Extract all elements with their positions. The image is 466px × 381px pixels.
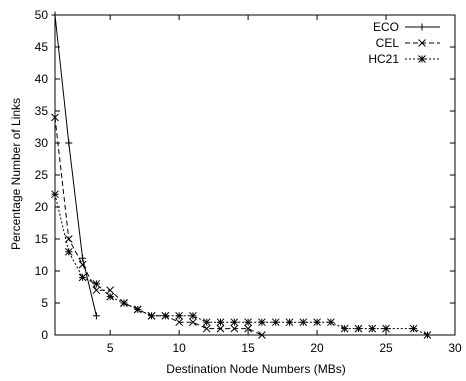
y-axis-label: Percentage Number of Links	[9, 98, 23, 250]
y-tick-label: 5	[41, 296, 48, 310]
point-cel	[78, 260, 87, 269]
y-tick-label: 30	[35, 136, 49, 150]
x-tick-label: 25	[379, 341, 393, 355]
point-cel	[244, 324, 252, 333]
point-hc21	[313, 318, 321, 327]
point-hc21	[147, 311, 156, 320]
point-hc21	[189, 311, 197, 320]
x-tick-label: 30	[448, 341, 462, 355]
series-line-cel	[54, 117, 263, 336]
point-hc21	[354, 324, 363, 333]
point-hc21	[340, 324, 349, 333]
point-cel	[202, 324, 211, 333]
point-hc21	[202, 318, 211, 327]
point-hc21	[299, 318, 308, 327]
legend-label-eco: ECO	[373, 20, 399, 34]
point-hc21	[161, 311, 170, 320]
x-tick-label: 10	[172, 341, 186, 355]
point-cel	[230, 324, 239, 333]
series-line-eco	[54, 14, 97, 316]
axes: 0 5 10 15 20 25 30 35 40 45 50 5 10 15 20 25 30	[35, 8, 462, 355]
y-tick-label: 15	[35, 232, 49, 246]
point-cel	[92, 286, 101, 295]
point-hc21	[92, 279, 101, 288]
y-tick-label: 10	[35, 264, 49, 278]
point-hc21	[133, 305, 142, 314]
plot-area	[51, 11, 432, 339]
point-hc21	[230, 318, 239, 327]
point-eco	[92, 312, 100, 320]
point-hc21	[120, 299, 128, 307]
point-eco	[65, 139, 73, 147]
point-cel	[106, 286, 115, 295]
x-tick-label: 15	[241, 341, 255, 355]
point-hc21	[78, 273, 87, 282]
point-hc21	[285, 318, 294, 327]
legend-marker-eco	[418, 23, 426, 31]
point-hc21	[327, 318, 335, 327]
x-tick-label: 5	[107, 341, 114, 355]
legend-label-hc21: HC21	[368, 52, 399, 66]
point-hc21	[368, 324, 377, 333]
y-tick-label: 35	[35, 104, 49, 118]
point-hc21	[216, 318, 225, 327]
series-line-hc21	[54, 194, 428, 336]
point-hc21	[175, 311, 183, 320]
point-cel	[189, 318, 197, 327]
legend-marker-cel	[418, 39, 426, 47]
y-tick-label: 45	[35, 40, 49, 54]
y-tick-label: 40	[35, 72, 49, 86]
point-hc21	[244, 318, 252, 327]
y-tick-label: 50	[35, 8, 49, 22]
legend-label-cel: CEL	[376, 36, 400, 50]
y-tick-label: 25	[35, 168, 49, 182]
point-hc21	[106, 292, 115, 301]
point-hc21	[258, 318, 266, 327]
point-cel	[175, 318, 183, 327]
legend: ECO CEL HC21	[368, 20, 440, 66]
point-hc21	[409, 324, 418, 333]
y-tick-label: 0	[41, 328, 48, 342]
point-hc21	[271, 318, 280, 327]
point-hc21	[64, 247, 73, 256]
point-cel	[216, 324, 225, 333]
y-tick-label: 20	[35, 200, 49, 214]
legend-marker-hc21	[418, 55, 426, 63]
point-eco	[79, 254, 87, 262]
x-tick-label: 20	[310, 341, 324, 355]
x-axis-label: Destination Node Numbers (MBs)	[166, 362, 345, 376]
